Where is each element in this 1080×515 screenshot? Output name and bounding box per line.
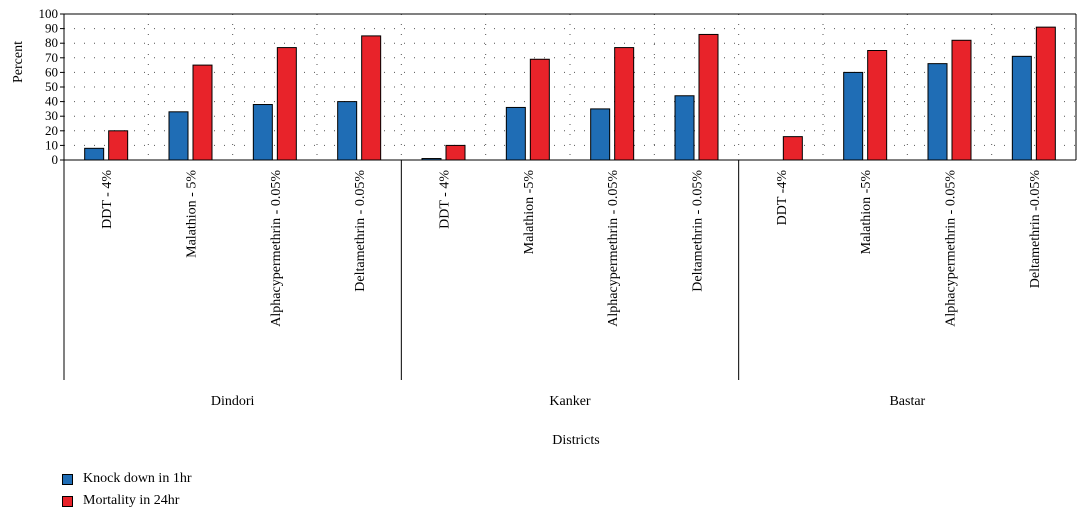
category-label: Alphacypermethrin - 0.05% — [606, 170, 621, 327]
category-label: Malathion -5% — [522, 170, 537, 255]
y-tick-label: 70 — [45, 50, 58, 65]
bar-mortality — [276, 47, 297, 161]
y-tick-label: 10 — [45, 137, 58, 152]
bars — [84, 26, 1056, 161]
bar-knockdown — [337, 101, 358, 161]
axes — [63, 13, 1077, 380]
legend-label-knockdown: Knock down in 1hr — [83, 471, 192, 486]
grid-lines — [64, 13, 1076, 160]
group-label: Bastar — [889, 394, 925, 409]
legend-swatch-knockdown — [62, 473, 73, 485]
bar-mortality — [951, 39, 972, 161]
bar-knockdown — [421, 158, 442, 161]
bar-knockdown — [252, 104, 273, 161]
category-label: Malathion - 5% — [185, 170, 200, 258]
bar-mortality — [614, 47, 635, 161]
bar-mortality — [529, 58, 550, 161]
category-label: DDT - 4% — [438, 170, 453, 229]
bar-mortality — [782, 136, 803, 161]
category-label: Deltamethrin -0.05% — [1028, 170, 1043, 289]
y-tick-label: 0 — [52, 152, 59, 167]
y-tick-label: 20 — [45, 123, 58, 138]
bar-knockdown — [505, 106, 526, 161]
bar-knockdown — [1011, 55, 1032, 161]
legend-item-mortality: Mortality in 24hr — [62, 490, 192, 512]
bar-knockdown — [927, 63, 948, 161]
category-label: Alphacypermethrin - 0.05% — [944, 170, 959, 327]
bar-mortality — [192, 64, 213, 161]
category-labels: DDT - 4% Malathion - 5% Alphacypermethrin … — [100, 170, 1043, 327]
category-label: Malathion -5% — [859, 170, 874, 255]
category-label: Alphacypermethrin - 0.05% — [269, 170, 284, 327]
bar-mortality — [108, 130, 129, 161]
category-label: DDT - 4% — [100, 170, 115, 229]
legend-swatch-mortality — [62, 495, 73, 507]
y-tick-label: 40 — [45, 94, 58, 109]
bar-mortality — [867, 50, 888, 161]
bar-mortality — [361, 35, 382, 161]
bar-knockdown — [84, 147, 105, 161]
bar-knockdown — [674, 95, 695, 161]
bar-knockdown — [168, 111, 189, 161]
bar-mortality — [445, 144, 466, 161]
legend-label-mortality: Mortality in 24hr — [83, 493, 180, 508]
y-tick-label: 100 — [39, 6, 59, 21]
y-tick-label: 50 — [45, 79, 58, 94]
category-label: DDT -4% — [775, 170, 790, 226]
category-label: Deltamethrin - 0.05% — [353, 170, 368, 292]
group-labels: Dindori Kanker Bastar — [211, 394, 926, 409]
y-tick-label: 80 — [45, 35, 58, 50]
bar-mortality — [698, 33, 719, 161]
group-label: Dindori — [211, 394, 255, 409]
x-axis-title: Districts — [552, 433, 599, 448]
y-tick-label: 60 — [45, 64, 58, 79]
legend-item-knockdown: Knock down in 1hr — [62, 468, 192, 490]
bar-mortality — [1035, 26, 1056, 161]
y-tick-label: 30 — [45, 108, 58, 123]
legend: Knock down in 1hr Mortality in 24hr — [62, 468, 192, 512]
bar-knockdown — [590, 108, 611, 161]
y-axis-title: Percent — [11, 41, 26, 83]
y-tick-label: 90 — [45, 21, 58, 36]
bar-knockdown — [843, 71, 864, 161]
group-label: Kanker — [549, 394, 591, 409]
category-label: Deltamethrin - 0.05% — [691, 170, 706, 292]
